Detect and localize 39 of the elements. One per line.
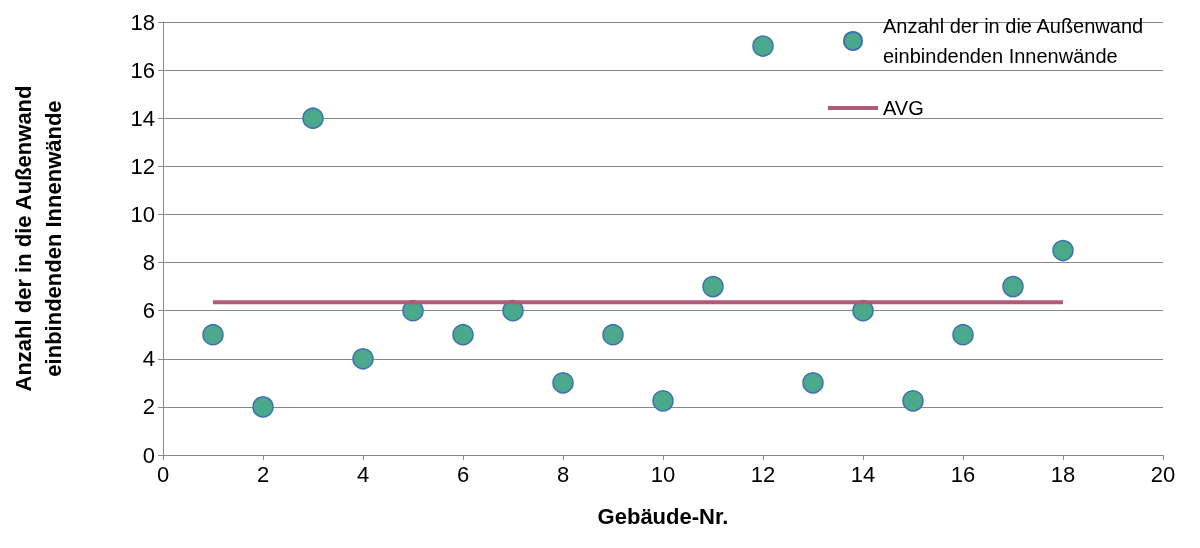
y-tick-label: 10 (130, 201, 155, 227)
point (802, 372, 824, 394)
point (602, 323, 624, 346)
y-tick-label: 4 (142, 346, 155, 372)
point (1002, 275, 1024, 298)
point (702, 275, 724, 298)
y-tick-label: 16 (130, 57, 155, 83)
point (552, 372, 574, 394)
legend-label: AVG (883, 97, 924, 119)
x-tick-label: 10 (650, 461, 676, 487)
x-tick-label: 14 (850, 461, 876, 487)
y-tick-label: 12 (130, 153, 155, 179)
point (1052, 239, 1074, 262)
y-tick-label: 14 (130, 105, 155, 131)
x-tick-label: 2 (256, 461, 270, 487)
point (202, 323, 224, 346)
y-tick-label: 18 (130, 9, 155, 35)
point (752, 35, 774, 57)
point (452, 323, 474, 346)
y-tick-label: 6 (142, 298, 155, 324)
y-tick-label: 8 (142, 250, 155, 276)
point (902, 390, 924, 412)
x-tick-label: 8 (556, 461, 570, 487)
x-tick-label: 20 (1150, 461, 1176, 487)
y-axis-title: Anzahl der in die Außenwand einbindenden Innenwände (10, 85, 66, 392)
point (252, 396, 274, 418)
x-tick-label: 16 (950, 461, 976, 487)
point (652, 390, 674, 412)
y-tick-label: 0 (142, 442, 155, 468)
x-axis-title: Gebäude-Nr. (597, 503, 729, 529)
x-tick-label: 4 (356, 461, 370, 487)
x-tick-label: 6 (456, 461, 470, 487)
point (952, 323, 974, 346)
y-tick-label: 2 (142, 394, 155, 420)
x-tick-label: 18 (1050, 461, 1076, 487)
x-tick-label: 12 (750, 461, 776, 487)
legend-label: Anzahl der in die Außenwand einbindenden Innenwände (883, 15, 1149, 67)
point (302, 107, 324, 129)
point (352, 348, 374, 370)
